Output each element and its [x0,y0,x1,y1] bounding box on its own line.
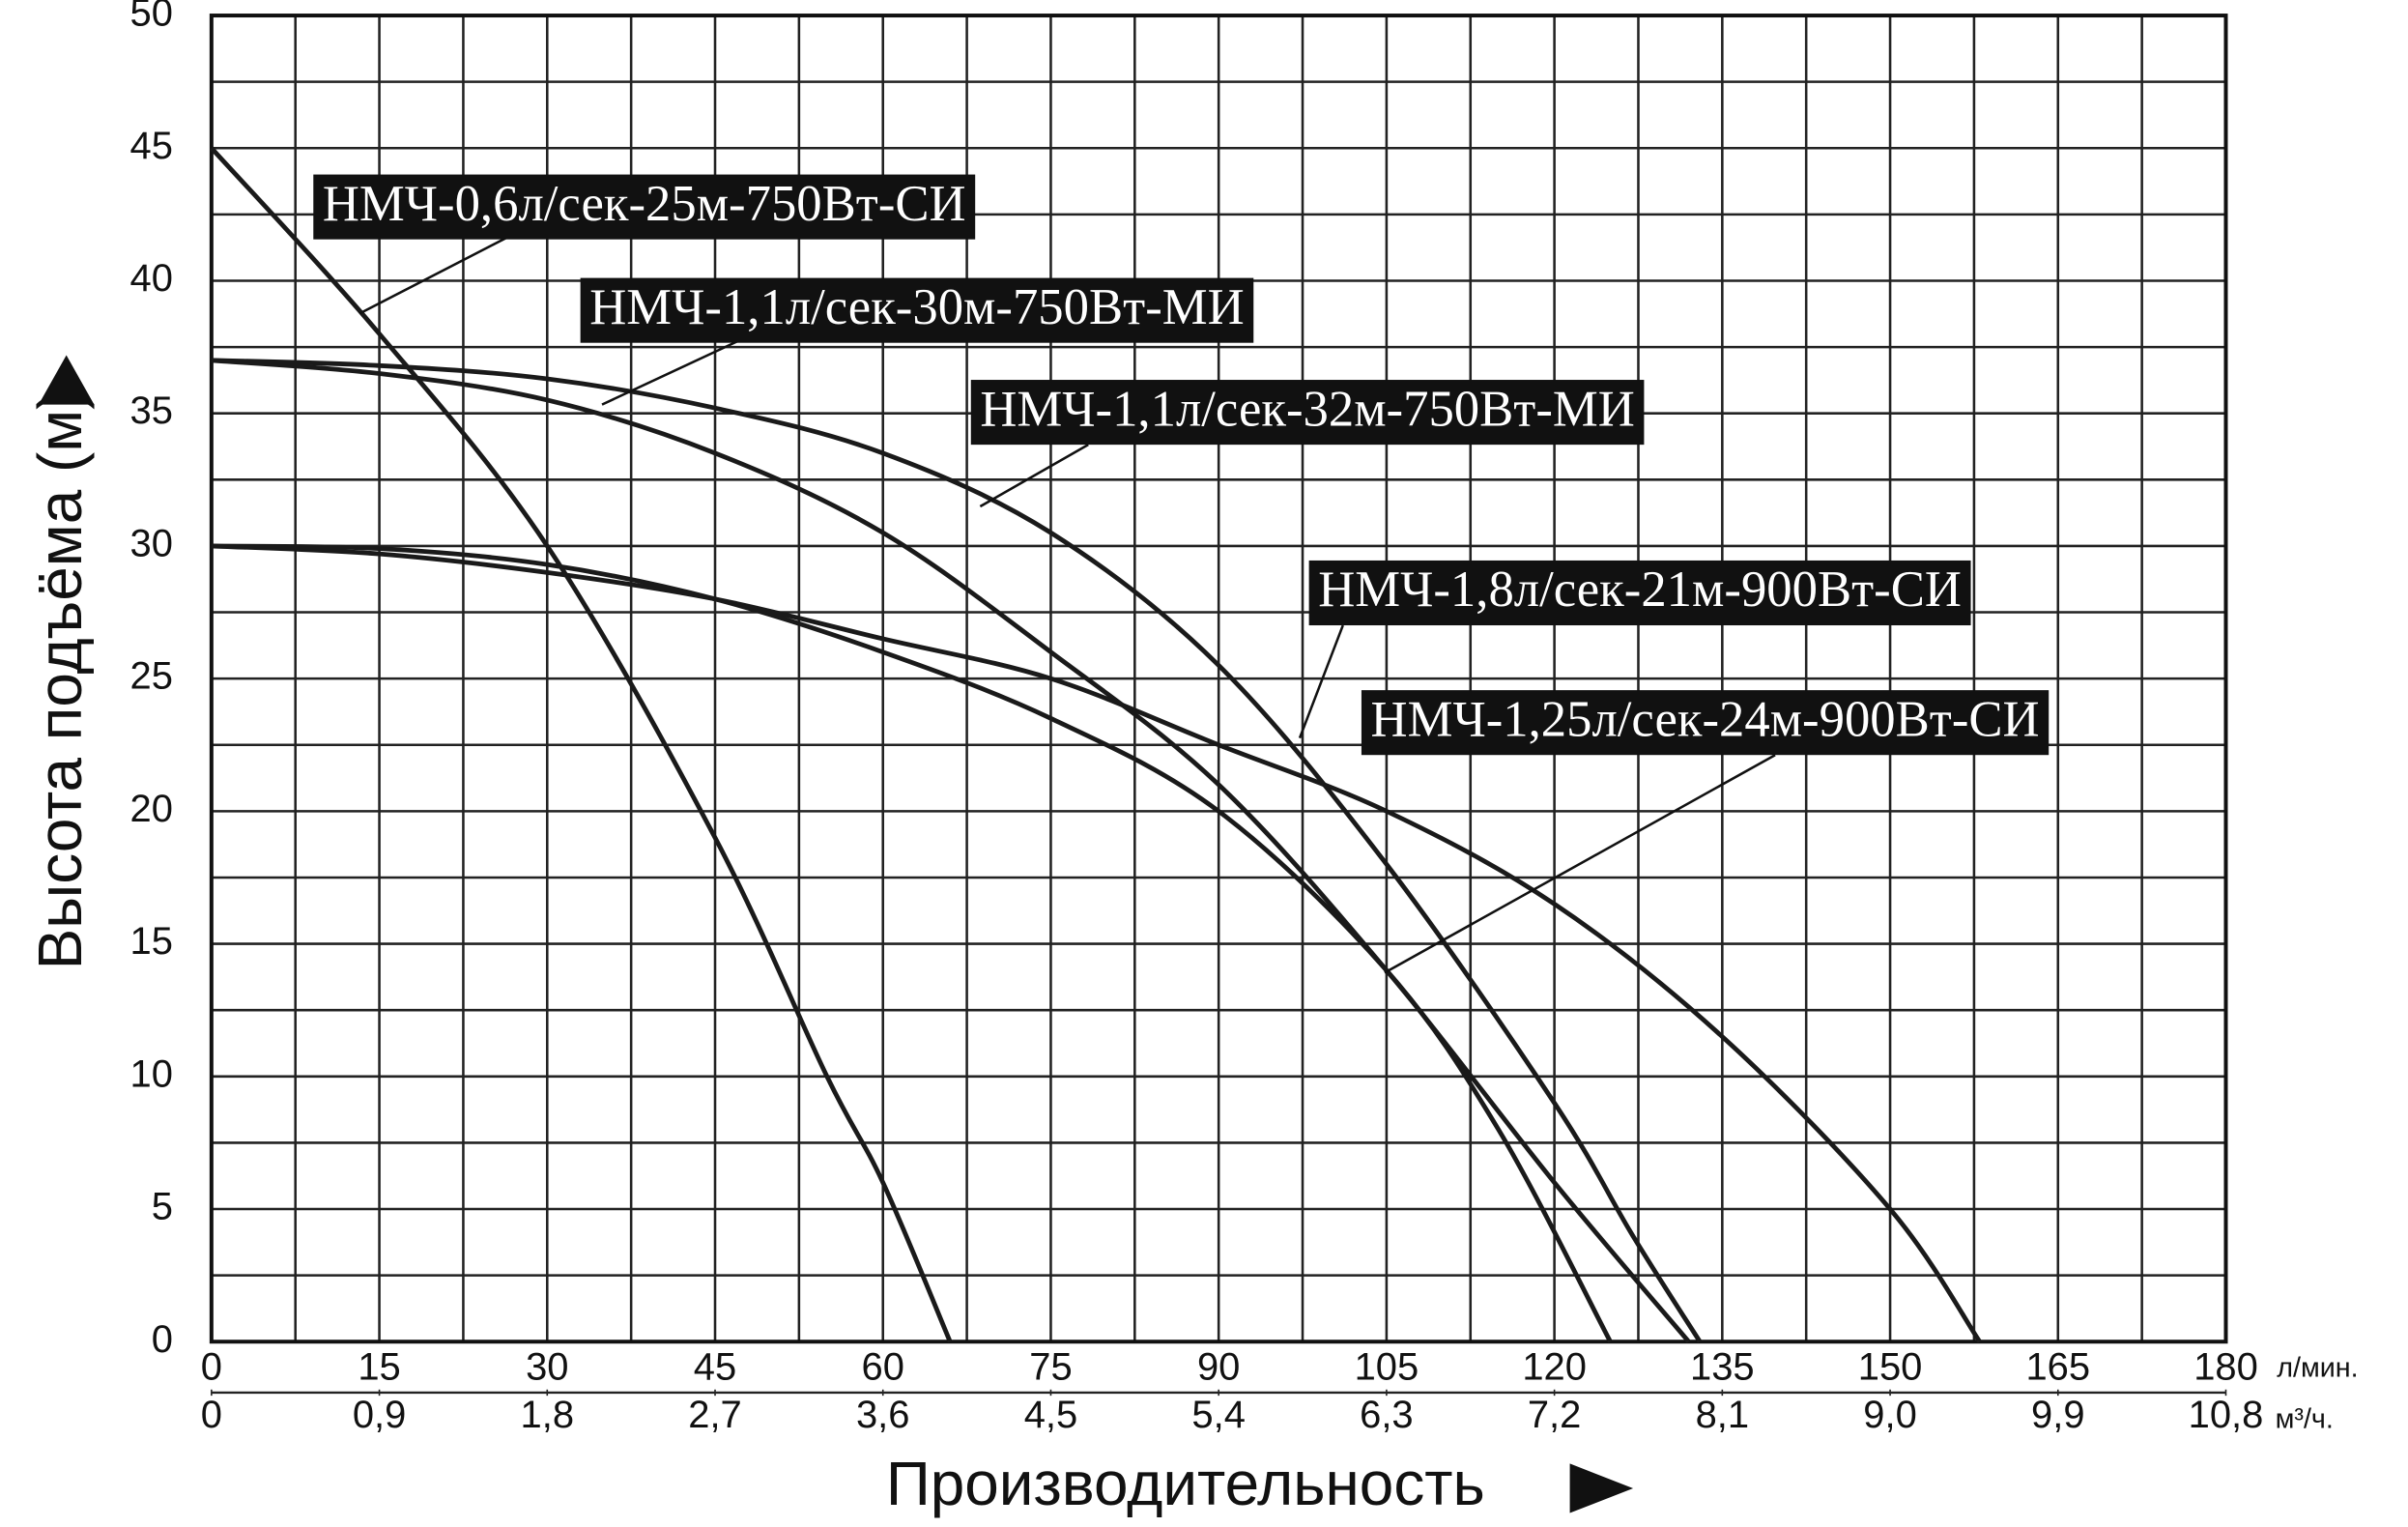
series-label: НМЧ-0,6л/сек-25м-750Вт-СИ [323,176,966,232]
x-tick-label: 30 [526,1346,568,1389]
x-tick-label: 150 [1858,1346,1923,1389]
y-tick-label: 40 [130,257,173,300]
x-tick-label: 180 [2193,1346,2258,1389]
x-tick-label: 45 [694,1346,736,1389]
series-label: НМЧ-1,1л/сек-32м-750Вт-МИ [980,381,1634,437]
x-tick-label: 135 [1690,1346,1755,1389]
series-line [211,543,1613,1343]
series-line [211,358,1691,1343]
y-tick-label: 45 [130,125,173,167]
x-tick-label: 60 [862,1346,904,1389]
y-tick-label: 50 [130,0,173,35]
x-tick-label: 165 [2025,1346,2090,1389]
x-tick-label: 105 [1355,1346,1419,1389]
y-tick-label: 5 [152,1186,173,1228]
y-tick-label: 25 [130,655,173,698]
y-tick-label: 20 [130,788,173,830]
leader-line [1298,624,1344,739]
series-line [211,358,1703,1343]
y-tick-label: 35 [130,389,173,432]
series-label: НМЧ-1,1л/сек-30м-750Вт-МИ [589,279,1244,335]
x-unit: л/мин. [2277,1353,2358,1384]
series-line [211,543,1982,1343]
x2-tick-label: 9,0 [1863,1394,1917,1436]
series-label-bg [313,174,976,240]
series-label: НМЧ-1,8л/сек-21м-900Вт-СИ [1318,562,1962,618]
leader-line [1384,754,1776,974]
plot-frame [209,14,2228,1344]
series-label-bg [970,380,1645,446]
x2-tick-label: 10,8 [2189,1394,2264,1436]
x2-tick-label: 5,4 [1191,1394,1246,1436]
x-tick-label: 0 [201,1346,222,1389]
y-tick-label: 0 [152,1318,173,1361]
x2-tick-label: 3,6 [856,1394,910,1436]
series-label-bg [580,277,1254,343]
x2-tick-label: 0,9 [353,1394,406,1436]
x-tick-label: 75 [1029,1346,1072,1389]
x2-unit: м³/ч. [2276,1403,2334,1434]
series-label-bg [1361,690,2050,756]
series-line [210,146,953,1343]
leader-line [601,338,742,406]
leader-line [358,235,510,315]
x-axis-title: Производительность [886,1449,1485,1518]
x2-tick-label: 0 [201,1394,222,1436]
x2-tick-label: 8,1 [1696,1394,1750,1436]
x-axis-arrow [1569,1463,1634,1513]
x2-tick-label: 1,8 [521,1394,575,1436]
y-axis-title: Высота подъёма (м) [25,389,95,970]
leader-line [979,444,1089,508]
x-tick-label: 120 [1522,1346,1587,1389]
y-tick-label: 30 [130,522,173,564]
y-axis-arrow [38,355,95,405]
x-tick-label: 15 [358,1346,400,1389]
x2-tick-label: 2,7 [688,1394,741,1436]
x2-tick-label: 4,5 [1024,1394,1078,1436]
x2-tick-label: 7,2 [1528,1394,1582,1436]
y-tick-label: 15 [130,920,173,963]
y-tick-label: 10 [130,1052,173,1095]
series-label-bg [1308,560,1971,626]
series-label: НМЧ-1,25л/сек-24м-900Вт-СИ [1371,691,2040,747]
x-tick-label: 90 [1197,1346,1240,1389]
x2-tick-label: 9,9 [2031,1394,2085,1436]
x2-tick-label: 6,3 [1360,1394,1413,1436]
